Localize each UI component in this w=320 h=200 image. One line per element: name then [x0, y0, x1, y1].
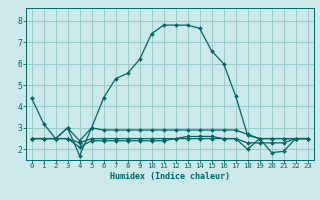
X-axis label: Humidex (Indice chaleur): Humidex (Indice chaleur): [109, 172, 230, 181]
